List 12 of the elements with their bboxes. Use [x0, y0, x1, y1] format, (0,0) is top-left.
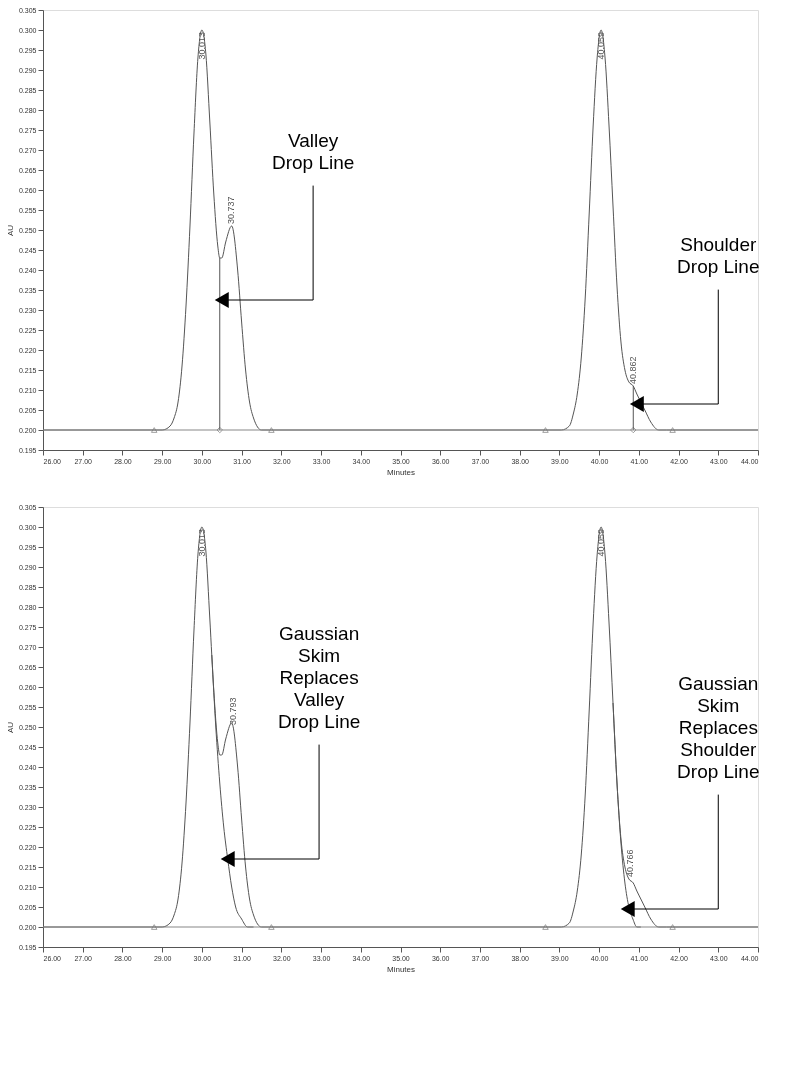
annotation: Shoulder Drop Line	[677, 233, 760, 277]
y-axis-title: AU	[5, 224, 15, 237]
annotation: 30.737	[226, 196, 237, 224]
annotation: Valley Drop Line	[271, 129, 355, 173]
y-axis-title: AU	[5, 721, 15, 734]
annotation: Gaussian Skim Replaces Shoulder Drop Line	[677, 672, 760, 782]
annotation: Gaussian Skim Replaces Valley Drop Line	[277, 622, 361, 732]
x-axis-title: Minutes	[386, 467, 416, 477]
annotation: 40.766	[624, 849, 635, 877]
x-axis-title: Minutes	[386, 964, 416, 974]
annotation: 30.793	[228, 697, 239, 725]
annotation: 40.862	[628, 356, 639, 384]
